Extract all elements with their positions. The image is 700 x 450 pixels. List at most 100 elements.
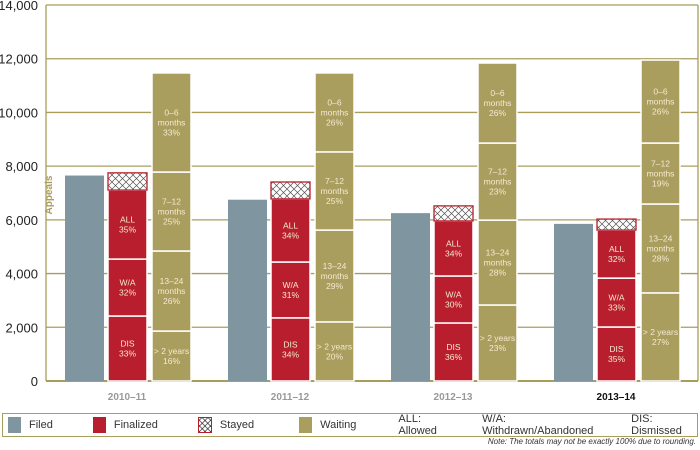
- finalized-segment: [270, 261, 311, 319]
- finalized-segment: [270, 198, 311, 263]
- waiting-segment: [477, 62, 518, 144]
- segment-label: months: [484, 98, 512, 108]
- y-tick-label: 10,000: [0, 105, 38, 120]
- segment-label: W/A: [608, 293, 624, 303]
- segment-label: 35%: [608, 354, 625, 364]
- segment-label: months: [647, 169, 675, 179]
- y-axis-label: Appeals: [44, 175, 55, 214]
- waiting-segment: [151, 72, 192, 173]
- x-tick-label: 2010–11: [108, 392, 147, 403]
- segment-label: ALL: [283, 220, 298, 230]
- segment-label: 25%: [163, 217, 180, 227]
- y-tick-label: 8,000: [5, 159, 38, 174]
- segment-label: 0–6: [327, 97, 341, 107]
- waiting-swatch: [299, 417, 313, 433]
- segment-label: 0–6: [653, 87, 667, 97]
- segment-label: 19%: [652, 179, 669, 189]
- segment-label: 7–12: [325, 176, 344, 186]
- segment-label: W/A: [119, 278, 135, 288]
- segment-label: 34%: [282, 349, 299, 359]
- legend-label: Stayed: [219, 419, 255, 431]
- filed-bar: [65, 175, 104, 381]
- waiting-segment: [640, 142, 681, 205]
- waiting-segment: [640, 203, 681, 294]
- segment-label: 28%: [489, 268, 506, 278]
- finalized-swatch: [92, 417, 106, 433]
- y-tick-label: 14,000: [0, 0, 38, 13]
- legend-label: Waiting: [320, 419, 357, 431]
- segment-label: 26%: [652, 107, 669, 117]
- segment-label: W/A: [445, 289, 461, 299]
- legend: Filed Finalized Stayed Waiting ALL: Allo…: [2, 413, 698, 437]
- segment-label: 36%: [445, 352, 462, 362]
- waiting-segment: [314, 72, 355, 153]
- filed-swatch: [8, 417, 21, 433]
- finalized-segment: [107, 189, 148, 260]
- segment-label: months: [158, 118, 186, 128]
- y-tick-label: 0: [31, 374, 38, 389]
- legend-label: Filed: [29, 419, 53, 431]
- legend-all: ALL: Allowed: [398, 413, 437, 437]
- segment-label: 33%: [608, 303, 625, 313]
- segment-label: > 2 years: [480, 333, 515, 343]
- segment-label: 26%: [489, 108, 506, 118]
- x-tick-label: 2013–14: [597, 392, 636, 403]
- waiting-segment: [151, 171, 192, 252]
- waiting-segment: [640, 292, 681, 382]
- segment-label: months: [647, 97, 675, 107]
- footnote: Note: The totals may not be exactly 100%…: [487, 437, 696, 446]
- segment-label: > 2 years: [154, 346, 189, 356]
- legend-stayed: Stayed: [197, 417, 255, 433]
- segment-label: 33%: [119, 349, 136, 359]
- segment-label: months: [158, 207, 186, 217]
- segment-label: 27%: [652, 337, 669, 347]
- stayed-segment: [270, 181, 311, 200]
- stayed-segment: [596, 218, 637, 231]
- segment-label: 23%: [489, 343, 506, 353]
- waiting-segment: [151, 250, 192, 332]
- segment-label: DIS: [609, 344, 624, 354]
- segment-label: 20%: [326, 351, 343, 361]
- segment-label: 13–24: [160, 276, 184, 286]
- legend-finalized: Finalized: [92, 417, 158, 433]
- segment-label: 32%: [608, 254, 625, 264]
- segment-label: 7–12: [162, 197, 181, 207]
- waiting-segment: [151, 330, 192, 382]
- segment-label: 32%: [119, 288, 136, 298]
- y-tick-label: 6,000: [5, 213, 38, 228]
- segment-label: ALL: [120, 215, 135, 225]
- segment-label: 26%: [326, 117, 343, 127]
- legend-label: Finalized: [113, 419, 158, 431]
- waiting-segment: [314, 229, 355, 323]
- segment-label: 33%: [163, 128, 180, 138]
- segment-label: months: [484, 258, 512, 268]
- segment-label: 30%: [445, 299, 462, 309]
- waiting-segment: [314, 151, 355, 231]
- segment-label: months: [321, 271, 349, 281]
- segment-label: 25%: [326, 196, 343, 206]
- segment-label: 13–24: [649, 233, 673, 243]
- stayed-segment: [433, 205, 474, 222]
- segment-label: months: [647, 243, 675, 253]
- segment-label: 26%: [163, 296, 180, 306]
- finalized-segment: [433, 275, 474, 324]
- finalized-segment: [433, 220, 474, 277]
- legend-dis: DIS: Dismissed: [631, 413, 682, 437]
- segment-label: 13–24: [323, 261, 347, 271]
- segment-label: 13–24: [486, 248, 510, 258]
- segment-label: 7–12: [651, 159, 670, 169]
- segment-label: DIS: [283, 339, 298, 349]
- segment-label: 0–6: [164, 108, 178, 118]
- filed-bar: [554, 223, 593, 381]
- segment-label: 16%: [163, 356, 180, 366]
- segment-label: 7–12: [488, 167, 507, 177]
- chart: 02,0004,0006,0008,00010,00012,00014,000 …: [0, 0, 699, 403]
- segment-label: W/A: [282, 280, 298, 290]
- y-tick-label: 2,000: [5, 320, 38, 335]
- finalized-segment: [596, 277, 637, 328]
- waiting-segment: [640, 59, 681, 144]
